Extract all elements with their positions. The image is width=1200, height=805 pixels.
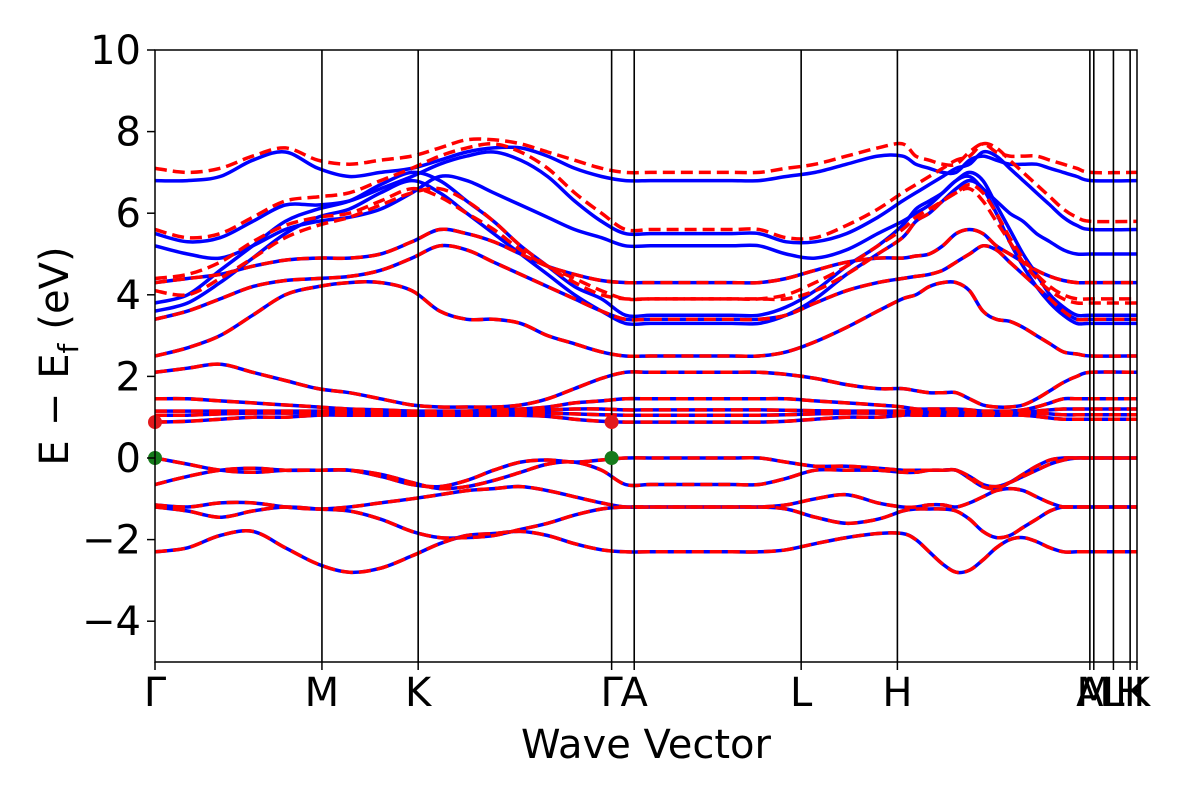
y-tick-label: −4 [82, 599, 141, 645]
band-line [155, 362, 1137, 409]
kpoint-lines [321, 50, 1131, 662]
y-label-e-sub-base: E [32, 353, 78, 378]
special-points [148, 415, 619, 465]
bands-layer [155, 137, 1137, 575]
band-line [155, 455, 1137, 489]
band-line [155, 396, 1137, 413]
band-line [155, 227, 1137, 285]
x-tick-label: K [405, 670, 433, 716]
y-label-unit: (eV) [32, 246, 78, 329]
x-tick-label: L [790, 670, 813, 716]
x-tick-label: M [1077, 670, 1112, 716]
band-line [155, 170, 1137, 319]
y-axis-label: E − Ef (eV) [32, 246, 85, 465]
band-line [155, 182, 1137, 302]
band-line [155, 455, 1137, 489]
y-axis: −4 −2 0 2 4 6 8 10 [82, 28, 155, 645]
band-line [155, 137, 1137, 175]
x-tick-label: M [305, 670, 340, 716]
x-tick-label: H [1115, 670, 1145, 716]
band-line [155, 504, 1137, 540]
band-line [155, 243, 1137, 322]
band-line [155, 280, 1137, 359]
y-label-minus: − [32, 393, 78, 427]
band-line [155, 141, 1137, 241]
band-edge-marker [604, 415, 619, 430]
band-line [155, 227, 1137, 285]
band-line [155, 413, 1137, 424]
x-tick-label: A [621, 670, 649, 716]
band-line [155, 529, 1137, 575]
band-line [155, 484, 1137, 511]
band-line [155, 456, 1137, 491]
x-axis-label: Wave Vector [521, 722, 772, 768]
series-1 [155, 137, 1137, 575]
band-line [155, 145, 1137, 183]
band-line [155, 456, 1137, 491]
band-line [155, 504, 1137, 540]
x-tick-label: A [1076, 670, 1104, 716]
x-tick-label: H [882, 670, 912, 716]
band-line [155, 174, 1137, 261]
plot-frame [154, 49, 1138, 663]
band-edge-marker [604, 451, 619, 465]
x-tick-label: K [1124, 670, 1152, 716]
y-tick-label: 8 [116, 110, 141, 156]
y-tick-label: 2 [116, 354, 141, 400]
y-tick-label: −2 [82, 518, 141, 564]
y-label-subscript: f [52, 342, 85, 353]
y-label-e: E [32, 440, 78, 465]
x-tick-label: Γ [144, 670, 167, 716]
y-tick-label: 4 [116, 273, 141, 319]
x-tick-label: Γ [600, 670, 623, 716]
y-tick-label: 6 [116, 191, 141, 237]
y-tick-label: 10 [90, 28, 141, 74]
band-line [155, 149, 1137, 245]
y-tick-label: 0 [116, 436, 141, 482]
x-tick-label: L [1102, 670, 1125, 716]
